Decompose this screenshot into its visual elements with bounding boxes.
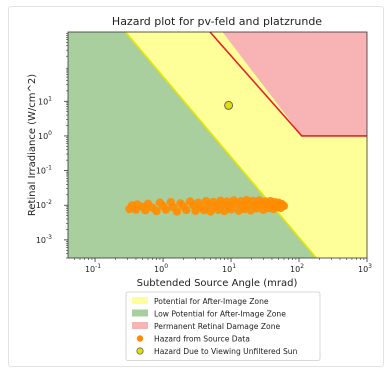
plot-area [68,32,367,258]
hazard-point-35 [226,205,236,214]
hazard-point-14 [172,207,182,216]
x-tick-label-3: 102 [290,263,304,274]
hazard-point-8 [152,206,161,216]
plot-clip-group [68,32,367,258]
zone-retinal-damage [68,32,367,136]
legend-box [125,291,321,361]
legend-swatch-0 [132,297,148,304]
chart-title: Hazard plot for pv-feld and platzrunde [112,15,322,28]
y-tick-label-0: 10-3 [36,234,52,245]
y-axis-label: Retinal Irradiance (W/cm^2) [27,74,38,216]
legend-label-4: Hazard Due to Viewing Unfiltered Sun [154,347,298,356]
legend-label-3: Hazard from Source Data [154,335,250,344]
legend-marker-4 [136,347,144,355]
legend-label-0: Potential for After-Image Zone [154,297,269,306]
x-tick-label-4: 103 [358,263,372,274]
y-tick-label-4: 101 [38,95,52,106]
y-tick-label-2: 10-1 [36,165,52,176]
hazard-point-11 [161,205,171,214]
legend-label-2: Permanent Retinal Damage Zone [154,322,281,331]
axes: 10-1 100 101 102 103 10-3 10-2 10-1 100 101 [36,31,372,274]
retinal-damage-boundary-line [209,32,367,137]
legend-marker-3 [136,335,144,342]
hazard-point-23 [199,206,209,215]
legend-swatch-1 [132,309,148,317]
hazard-point-65 [279,201,289,211]
legend-swatch-2 [132,322,148,329]
hazard-point-17 [182,205,191,215]
sun-hazard-point-0 [224,100,234,110]
plot-frame [67,31,368,259]
x-axis-label: Subtended Source Angle (mrad) [137,278,298,289]
y-tick-label-1: 10-2 [36,199,52,210]
legend: Potential for After-Image Zone Low Potent… [125,291,321,361]
x-tick-label-0: 10-1 [85,263,101,274]
x-tick-label-1: 100 [154,263,168,274]
legend-label-1: Low Potential for After-Image Zone [154,310,286,319]
y-tick-label-3: 100 [38,130,52,141]
low-potential-boundary-line [124,32,318,258]
x-tick-label-2: 101 [222,263,236,274]
hazard-point-5 [141,206,150,215]
